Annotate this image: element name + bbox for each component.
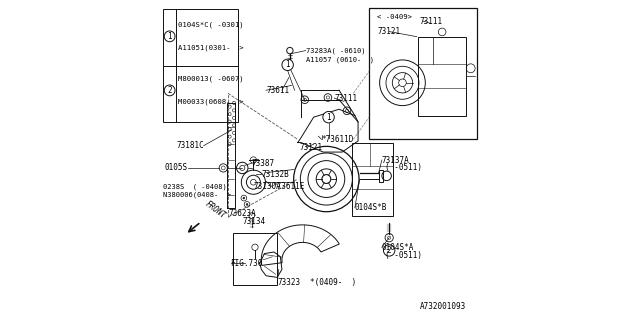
Text: ( -0511): ( -0511) xyxy=(385,164,422,172)
Text: 73111: 73111 xyxy=(334,94,357,103)
Text: ( -0511): ( -0511) xyxy=(385,251,422,260)
Bar xyxy=(233,233,277,285)
Text: 73121: 73121 xyxy=(300,143,323,152)
Bar xyxy=(163,9,237,122)
Text: 73611: 73611 xyxy=(266,86,289,95)
Text: 73121: 73121 xyxy=(377,27,400,36)
Text: N380006(0408-  >: N380006(0408- > xyxy=(163,192,231,198)
Text: 73323: 73323 xyxy=(277,278,300,287)
Circle shape xyxy=(323,111,334,123)
Circle shape xyxy=(287,47,293,54)
Text: M800013( -0607): M800013( -0607) xyxy=(178,76,244,82)
Text: 73387: 73387 xyxy=(252,159,275,168)
Circle shape xyxy=(164,31,175,42)
Text: FIG.730: FIG.730 xyxy=(230,259,263,268)
Text: 73137A: 73137A xyxy=(382,156,410,164)
Text: *73611E: *73611E xyxy=(273,182,305,191)
Text: 0238S  ( -0408): 0238S ( -0408) xyxy=(163,184,227,190)
Text: 0105S: 0105S xyxy=(164,164,188,172)
Text: < -0409>: < -0409> xyxy=(377,14,412,20)
Text: M00033(0608-  >: M00033(0608- > xyxy=(178,99,244,105)
Text: A11051(0301-  >: A11051(0301- > xyxy=(178,44,244,51)
Circle shape xyxy=(246,204,248,205)
Text: 2: 2 xyxy=(167,86,172,95)
Text: 73623A: 73623A xyxy=(228,209,256,219)
Text: FRONT: FRONT xyxy=(204,200,227,221)
Text: 73130A: 73130A xyxy=(253,182,281,191)
Bar xyxy=(352,142,393,215)
Text: 73134: 73134 xyxy=(243,217,266,226)
Text: A11057 (0610-  ): A11057 (0610- ) xyxy=(306,57,374,63)
Text: 73181C: 73181C xyxy=(177,141,204,150)
Text: 73132B: 73132B xyxy=(261,170,289,179)
Text: 0104S*C( -0301): 0104S*C( -0301) xyxy=(178,22,244,28)
Text: 2: 2 xyxy=(387,246,392,255)
Text: 73111: 73111 xyxy=(420,17,443,26)
Text: 0104S*A: 0104S*A xyxy=(382,243,414,252)
Bar xyxy=(369,8,477,140)
Text: A732001093: A732001093 xyxy=(420,302,466,311)
Text: 0104S*B: 0104S*B xyxy=(355,203,387,212)
Circle shape xyxy=(282,59,293,70)
Circle shape xyxy=(164,85,175,96)
Circle shape xyxy=(383,245,395,256)
Circle shape xyxy=(243,197,245,199)
Text: *(0409-  ): *(0409- ) xyxy=(310,278,356,287)
Text: 1: 1 xyxy=(326,113,331,122)
Text: *73611D: *73611D xyxy=(321,135,354,144)
Text: 1: 1 xyxy=(285,60,290,69)
Text: 73283A( -0610): 73283A( -0610) xyxy=(306,47,365,54)
Bar xyxy=(419,37,466,116)
Bar xyxy=(379,170,383,182)
Text: 1: 1 xyxy=(167,32,172,41)
